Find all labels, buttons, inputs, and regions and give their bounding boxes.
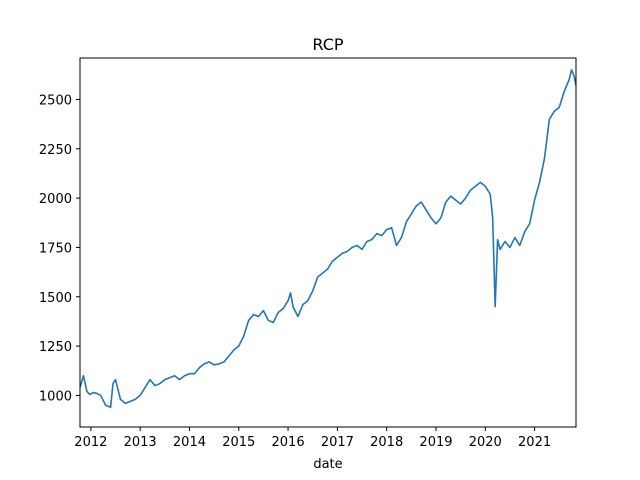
x-tick-label: 2016	[272, 435, 305, 450]
chart-title: RCP	[312, 35, 343, 54]
plot-area	[79, 69, 577, 409]
y-tick-label: 1500	[39, 291, 72, 306]
y-tick-label: 2500	[39, 93, 72, 108]
y-tick-label: 1750	[39, 241, 72, 256]
x-tick-label: 2012	[74, 435, 107, 450]
y-axis: 1000 1250 1500 1750 2000 2250 2500	[39, 93, 80, 404]
y-tick-label: 2000	[39, 192, 72, 207]
x-tick-label: 2018	[370, 435, 403, 450]
y-tick-label: 2250	[39, 143, 72, 158]
y-tick-label: 1250	[39, 340, 72, 355]
x-tick-label: 2013	[124, 435, 157, 450]
x-tick-label: 2015	[222, 435, 255, 450]
x-tick-label: 2019	[419, 435, 452, 450]
x-tick-label: 2014	[173, 435, 206, 450]
x-tick-label: 2021	[518, 435, 551, 450]
x-axis: 2012 2013 2014 2015 2016 2017 2018 2019 2020 2021	[74, 427, 551, 450]
x-tick-label: 2020	[469, 435, 502, 450]
x-axis-label: date	[313, 457, 342, 472]
plot-frame	[79, 57, 577, 428]
x-tick-label: 2017	[321, 435, 354, 450]
series-line-0	[79, 69, 577, 409]
y-tick-label: 1000	[39, 389, 72, 404]
